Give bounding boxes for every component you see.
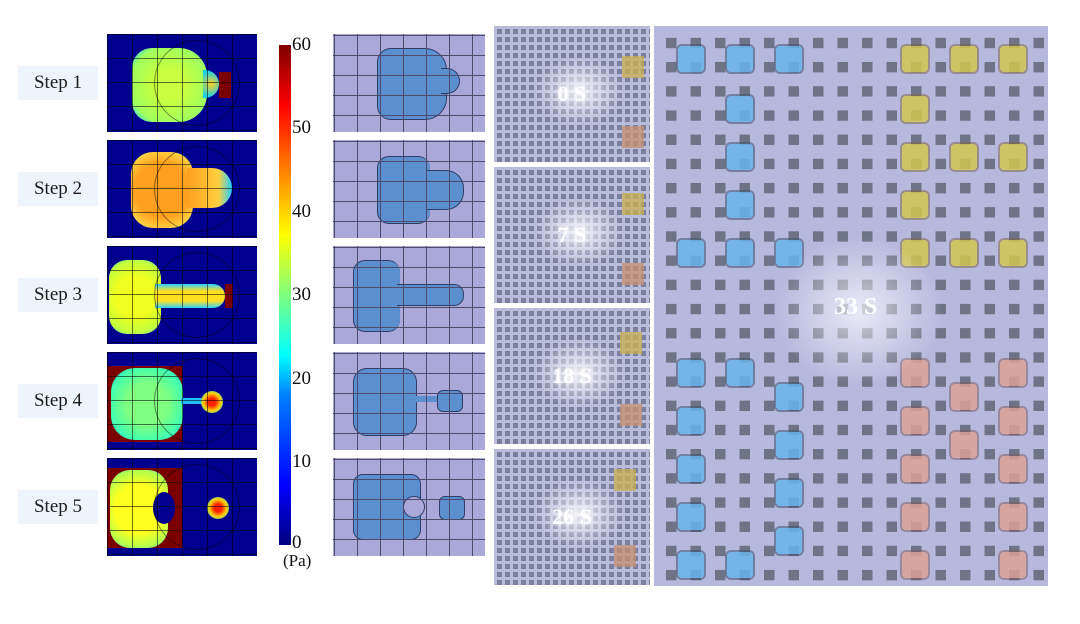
- blue-droplet: [727, 144, 753, 170]
- colorbar-tick-30: 30: [292, 284, 311, 305]
- pressure-colorbar: [279, 45, 291, 545]
- pink-droplet: [1000, 456, 1026, 482]
- electrode-grid: [107, 246, 257, 344]
- photo-step-5: [333, 458, 485, 556]
- blue-droplet: [678, 504, 704, 530]
- blue-droplet: [727, 240, 753, 266]
- blue-droplet: [727, 46, 753, 72]
- electrode-grid: [333, 352, 485, 450]
- blue-droplet: [678, 456, 704, 482]
- step-2-label: Step 2: [18, 172, 98, 206]
- blue-droplet: [776, 46, 802, 72]
- chip-frame-33s-magnified: 33 S: [654, 26, 1048, 586]
- electrode-grid: [107, 352, 257, 450]
- blue-droplet: [727, 360, 753, 386]
- pink-droplet: [622, 263, 644, 285]
- label-glow: [774, 236, 944, 386]
- pink-droplet: [902, 408, 928, 434]
- chip-frame-18s: 18 S: [494, 308, 650, 444]
- pink-droplet: [614, 545, 636, 567]
- colorbar-tick-40: 40: [292, 201, 311, 222]
- blue-droplet: [727, 96, 753, 122]
- yellow-droplet: [951, 46, 977, 72]
- yellow-droplet: [620, 332, 642, 354]
- electrode-grid: [333, 458, 485, 556]
- pink-droplet: [902, 504, 928, 530]
- time-label-26s: 26 S: [552, 504, 592, 529]
- time-label-18s: 18 S: [552, 363, 592, 388]
- step-1-label: Step 1: [18, 66, 98, 100]
- time-label-0s: 0 S: [557, 81, 587, 106]
- blue-droplet: [776, 384, 802, 410]
- photo-step-1: [333, 34, 485, 132]
- simulation-step-3: [107, 246, 257, 344]
- pink-droplet: [1000, 552, 1026, 578]
- simulation-step-4: [107, 352, 257, 450]
- pink-droplet: [622, 126, 644, 148]
- pink-droplet: [902, 552, 928, 578]
- yellow-droplet: [1000, 46, 1026, 72]
- simulation-step-5: [107, 458, 257, 556]
- electrode-grid: [107, 34, 257, 132]
- yellow-droplet: [614, 469, 636, 491]
- blue-droplet: [678, 360, 704, 386]
- yellow-droplet: [1000, 144, 1026, 170]
- step-5-label: Step 5: [18, 490, 98, 524]
- yellow-droplet: [622, 193, 644, 215]
- chip-frame-0s: 0 S: [494, 26, 650, 162]
- colorbar-tick-60: 60: [292, 34, 311, 55]
- photo-step-4: [333, 352, 485, 450]
- blue-droplet: [678, 552, 704, 578]
- blue-droplet: [776, 432, 802, 458]
- pink-droplet: [1000, 360, 1026, 386]
- blue-droplet: [727, 552, 753, 578]
- step-3-label: Step 3: [18, 278, 98, 312]
- pink-droplet: [620, 404, 642, 426]
- colorbar-tick-50: 50: [292, 117, 311, 138]
- yellow-droplet: [902, 46, 928, 72]
- colorbar-tick-0: 0: [292, 532, 302, 553]
- step-4-label: Step 4: [18, 384, 98, 418]
- chip-frame-26s: 26 S: [494, 449, 650, 585]
- yellow-droplet: [951, 144, 977, 170]
- label-glow: [534, 56, 624, 126]
- electrode-grid: [107, 140, 257, 238]
- simulation-step-2: [107, 140, 257, 238]
- pink-droplet: [1000, 504, 1026, 530]
- colorbar-tick-20: 20: [292, 368, 311, 389]
- pink-droplet: [902, 456, 928, 482]
- chip-frame-7s: 7 S: [494, 167, 650, 303]
- yellow-droplet: [902, 192, 928, 218]
- yellow-droplet: [902, 144, 928, 170]
- yellow-droplet: [902, 96, 928, 122]
- electrode-grid: [333, 140, 485, 238]
- blue-droplet: [776, 480, 802, 506]
- blue-droplet: [727, 192, 753, 218]
- blue-droplet: [776, 528, 802, 554]
- blue-droplet: [678, 240, 704, 266]
- electrode-grid: [107, 458, 257, 556]
- electrode-grid: [333, 246, 485, 344]
- time-label-7s: 7 S: [557, 222, 587, 247]
- yellow-droplet: [1000, 240, 1026, 266]
- label-glow: [534, 479, 624, 549]
- blue-droplet: [678, 46, 704, 72]
- yellow-droplet: [951, 240, 977, 266]
- pink-droplet: [951, 432, 977, 458]
- pink-droplet: [951, 384, 977, 410]
- electrode-grid: [333, 34, 485, 132]
- blue-droplet: [678, 408, 704, 434]
- colorbar-tick-10: 10: [292, 451, 311, 472]
- photo-step-3: [333, 246, 485, 344]
- pink-droplet: [1000, 408, 1026, 434]
- label-glow: [534, 197, 624, 267]
- time-label-33s: 33 S: [834, 294, 878, 320]
- yellow-droplet: [622, 56, 644, 78]
- simulation-step-1: [107, 34, 257, 132]
- colorbar-unit: (Pa): [283, 551, 312, 570]
- photo-step-2: [333, 140, 485, 238]
- label-glow: [534, 338, 624, 408]
